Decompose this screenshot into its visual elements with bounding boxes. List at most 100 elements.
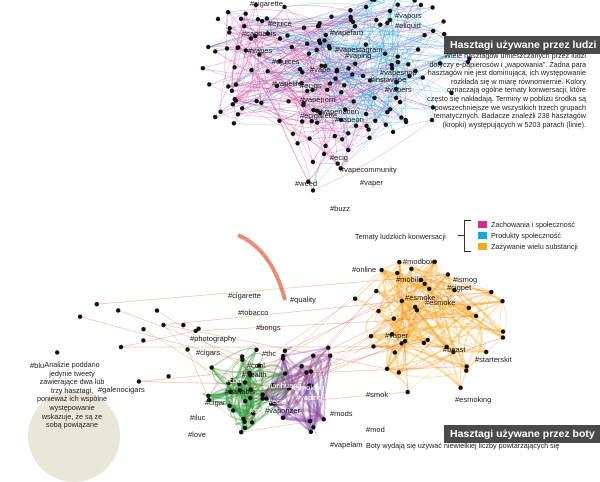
node-label: #modbox — [403, 257, 434, 266]
network-node — [430, 5, 434, 9]
network-node — [324, 33, 328, 37]
network-node — [209, 365, 213, 369]
network-node — [277, 119, 281, 123]
network-node — [311, 425, 315, 429]
network-node — [374, 18, 378, 22]
network-node — [259, 101, 263, 105]
network-node — [311, 354, 315, 358]
network-node — [427, 287, 431, 291]
network-node — [446, 272, 450, 276]
network-node — [353, 62, 357, 66]
network-node — [244, 12, 248, 16]
network-node — [318, 21, 322, 25]
network-node — [119, 345, 123, 349]
network-node — [396, 60, 400, 64]
network-node — [207, 82, 211, 86]
network-node — [161, 323, 165, 327]
network-node — [300, 364, 304, 368]
node-label: #ecigs — [300, 81, 322, 90]
network-node — [281, 416, 285, 420]
network-node — [227, 30, 231, 34]
network-node — [379, 268, 383, 272]
network-node — [353, 297, 357, 301]
network-node — [283, 371, 287, 375]
node-label: #cigar — [205, 398, 226, 407]
node-label: #cigars — [196, 348, 220, 357]
node-label: #health — [242, 370, 267, 379]
network-edge — [188, 350, 210, 401]
node-label: #cigarette — [228, 291, 261, 300]
network-node — [290, 45, 294, 49]
network-node — [234, 82, 238, 86]
node-label: #beast — [443, 345, 466, 354]
network-node — [231, 408, 235, 412]
network-node — [232, 65, 236, 69]
network-node — [397, 260, 401, 264]
network-node — [385, 110, 389, 114]
node-label: #tobacco — [238, 308, 268, 317]
node-label: #vaping — [345, 51, 371, 60]
legend-swatch-substances — [478, 243, 487, 250]
network-node — [307, 52, 311, 56]
legend-item-social: Zachowania i społeczność — [478, 220, 575, 229]
network-node — [322, 38, 326, 42]
network-node — [225, 46, 229, 50]
network-node — [196, 327, 200, 331]
legend-item-substances: Zażywanie wielu substancji — [478, 242, 578, 251]
node-label: #cbd — [225, 376, 241, 385]
network-node — [431, 29, 435, 33]
node-label: #smok — [366, 390, 388, 399]
network-node — [458, 386, 462, 390]
network-node — [241, 417, 245, 421]
network-node — [396, 2, 400, 6]
node-label: #instavape — [370, 75, 406, 84]
network-node — [393, 350, 397, 354]
node-label: #starterskit — [475, 355, 513, 364]
node-label: #mod — [366, 425, 385, 434]
network-node — [404, 118, 408, 122]
legend-label-social: Zachowania i społeczność — [491, 220, 575, 229]
network-node — [226, 84, 230, 88]
network-node — [348, 8, 352, 12]
network-node — [137, 379, 141, 383]
network-node — [281, 354, 285, 358]
network-node — [254, 99, 258, 103]
network-node — [500, 299, 504, 303]
legend-bracket — [464, 220, 471, 252]
node-label: #vapefam — [330, 28, 363, 37]
network-node — [400, 299, 404, 303]
network-node — [242, 24, 246, 28]
network-node — [340, 137, 344, 141]
node-label: #cool — [247, 361, 265, 370]
node-label: #thc — [262, 349, 276, 358]
network-node — [399, 115, 403, 119]
network-node — [385, 367, 389, 371]
node-label: #iluc — [190, 413, 206, 422]
node-label: #vapecommunity — [340, 165, 397, 174]
network-node — [218, 110, 222, 114]
network-node — [307, 136, 311, 140]
network-node — [254, 348, 258, 352]
network-node — [328, 46, 332, 50]
node-label: #vapes — [332, 350, 356, 359]
network-node — [484, 350, 488, 354]
node-label: #vaper — [360, 178, 383, 187]
network-node — [283, 349, 287, 353]
node-label: #vape — [296, 431, 316, 440]
network-node — [328, 81, 332, 85]
network-node — [333, 77, 337, 81]
network-node — [322, 152, 326, 156]
network-node — [378, 23, 382, 27]
node-label: #cigpet — [447, 283, 472, 292]
node-label: #cannabis — [242, 29, 276, 38]
network-node — [236, 45, 240, 49]
node-label: #vaporizer — [265, 406, 301, 415]
network-node — [317, 38, 321, 42]
network-node — [489, 290, 493, 294]
network-node — [364, 124, 368, 128]
network-node — [421, 75, 425, 79]
node-label: #ecig — [330, 153, 348, 162]
network-node — [305, 42, 309, 46]
network-node — [240, 358, 244, 362]
network-node — [423, 282, 427, 286]
